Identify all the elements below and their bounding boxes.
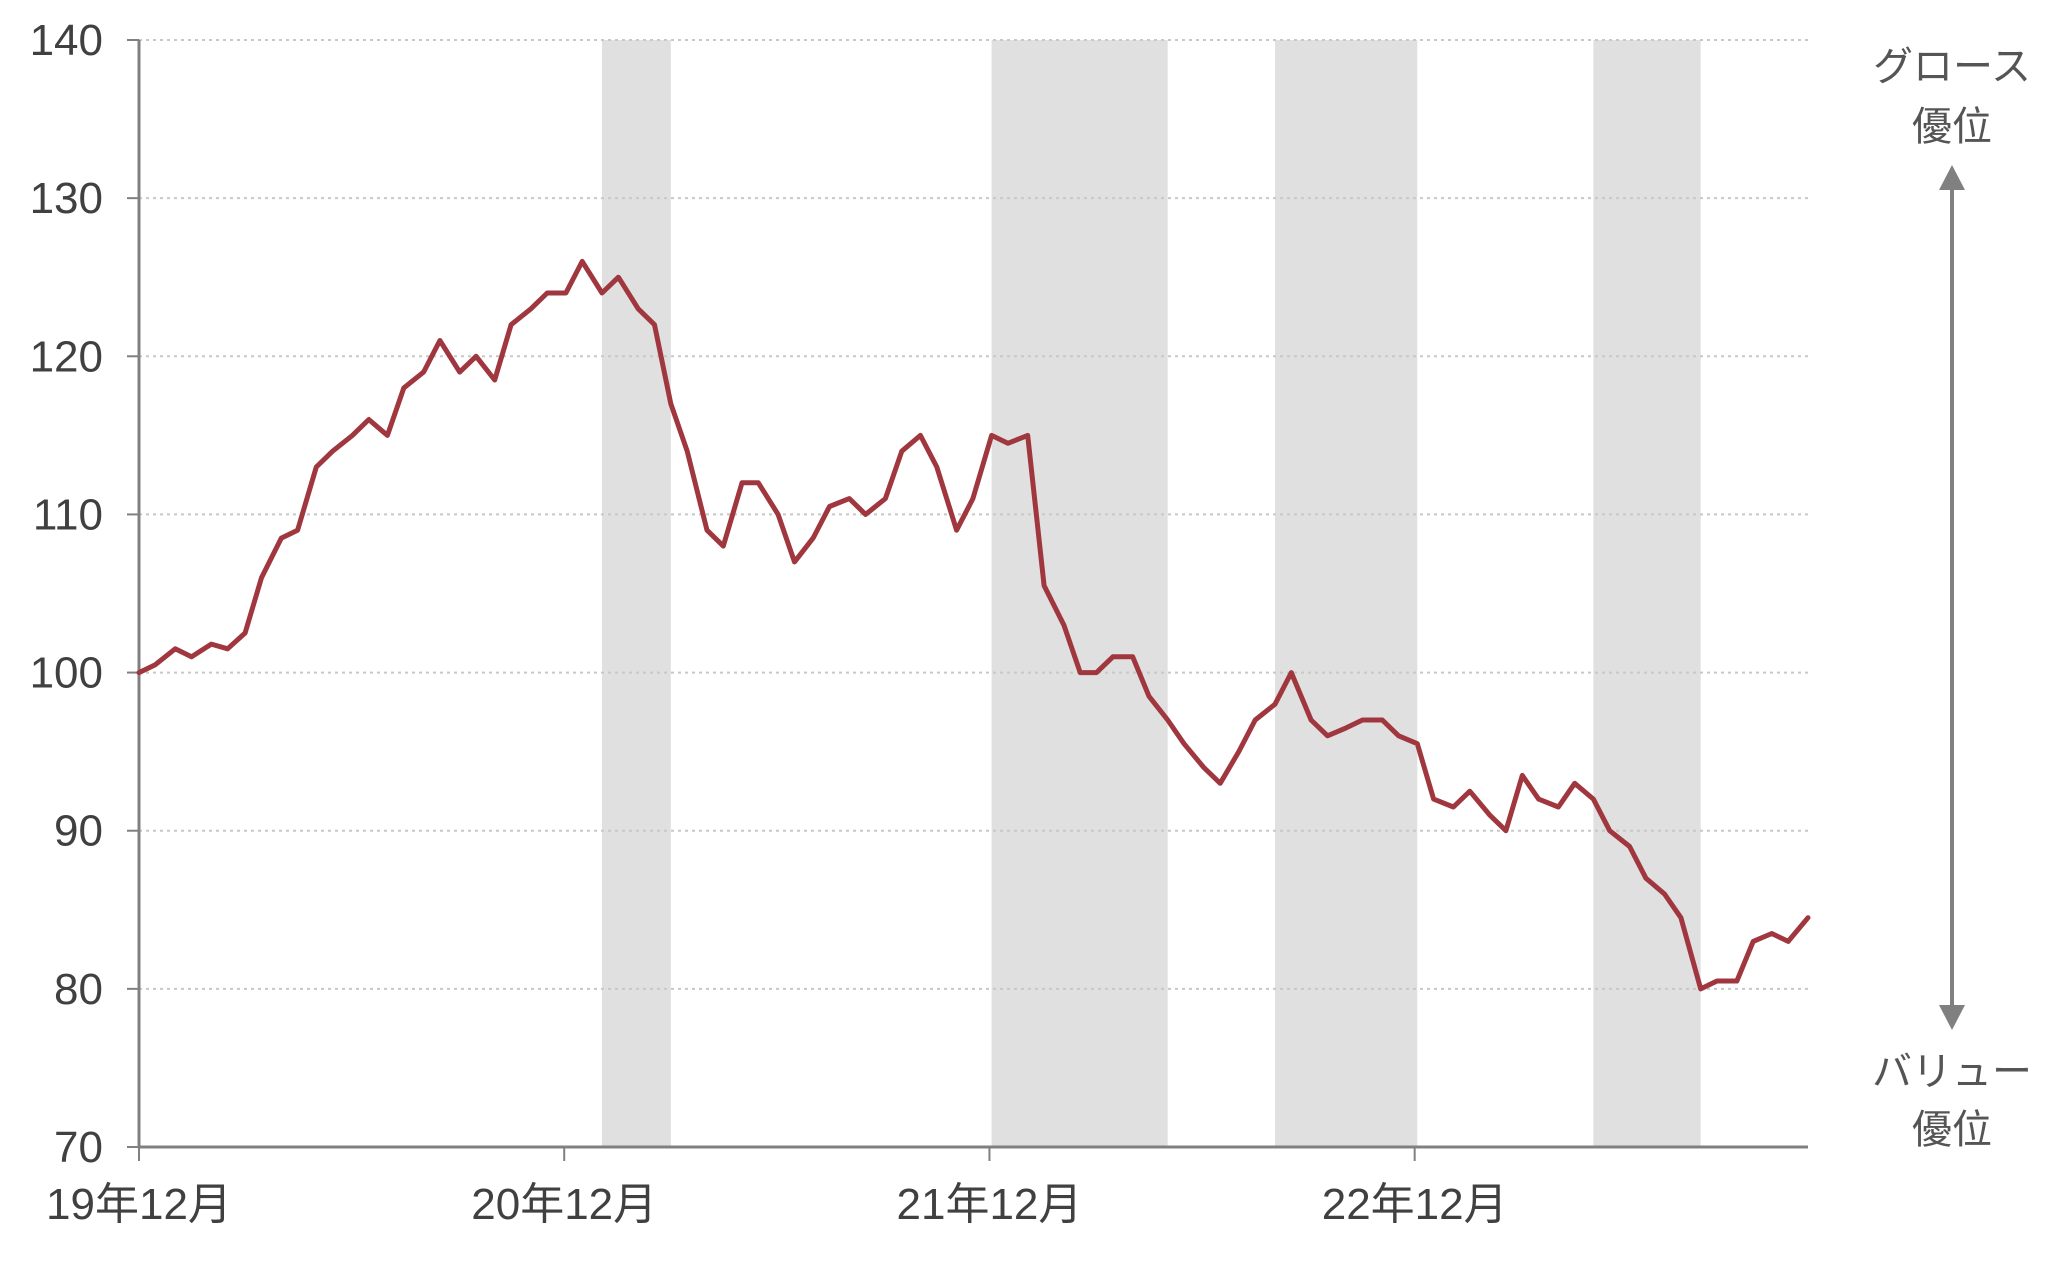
x-tick-label-3: 22年12月 <box>1322 1180 1508 1229</box>
y-tick-label-120: 120 <box>30 332 103 381</box>
y-tick-label-70: 70 <box>54 1123 103 1172</box>
series-line <box>136 258 1811 992</box>
y-tick-label-110: 110 <box>33 490 103 539</box>
y-tick-label-130: 130 <box>30 174 103 223</box>
growth-label-line1: グロース <box>1873 45 2031 89</box>
y-tick-label-80: 80 <box>54 965 103 1014</box>
shaded-period-2 <box>991 40 1168 1147</box>
value-label-line1: バリュー <box>1872 1050 2032 1094</box>
y-tick-label-90: 90 <box>54 807 103 856</box>
y-tick-label-100: 100 <box>30 649 103 698</box>
tick-labels: 70 80 90 100 110 120 130 140 19年12月 20年12月 21年12月 2… <box>30 16 1508 1229</box>
shaded-periods <box>602 40 1701 1147</box>
shaded-period-4 <box>1593 40 1701 1147</box>
shaded-period-3 <box>1274 40 1418 1147</box>
side-annotations: グロース 優位 バリュー 優位 <box>1872 45 2032 1152</box>
gridlines <box>127 39 1808 1148</box>
x-tick-label-0: 19年12月 <box>46 1180 232 1229</box>
x-tick-label-2: 21年12月 <box>897 1180 1083 1229</box>
x-tick-label-1: 20年12月 <box>471 1180 657 1229</box>
arrow-up-icon <box>1939 165 1965 190</box>
series-line-group <box>136 258 1811 992</box>
y-tick-label-140: 140 <box>30 16 103 65</box>
arrow-down-icon <box>1939 1005 1965 1030</box>
growth-label-line2: 優位 <box>1912 105 1992 149</box>
value-label-line2: 優位 <box>1912 1108 1992 1152</box>
axes <box>137 40 1808 1161</box>
shaded-period-1 <box>602 40 671 1147</box>
